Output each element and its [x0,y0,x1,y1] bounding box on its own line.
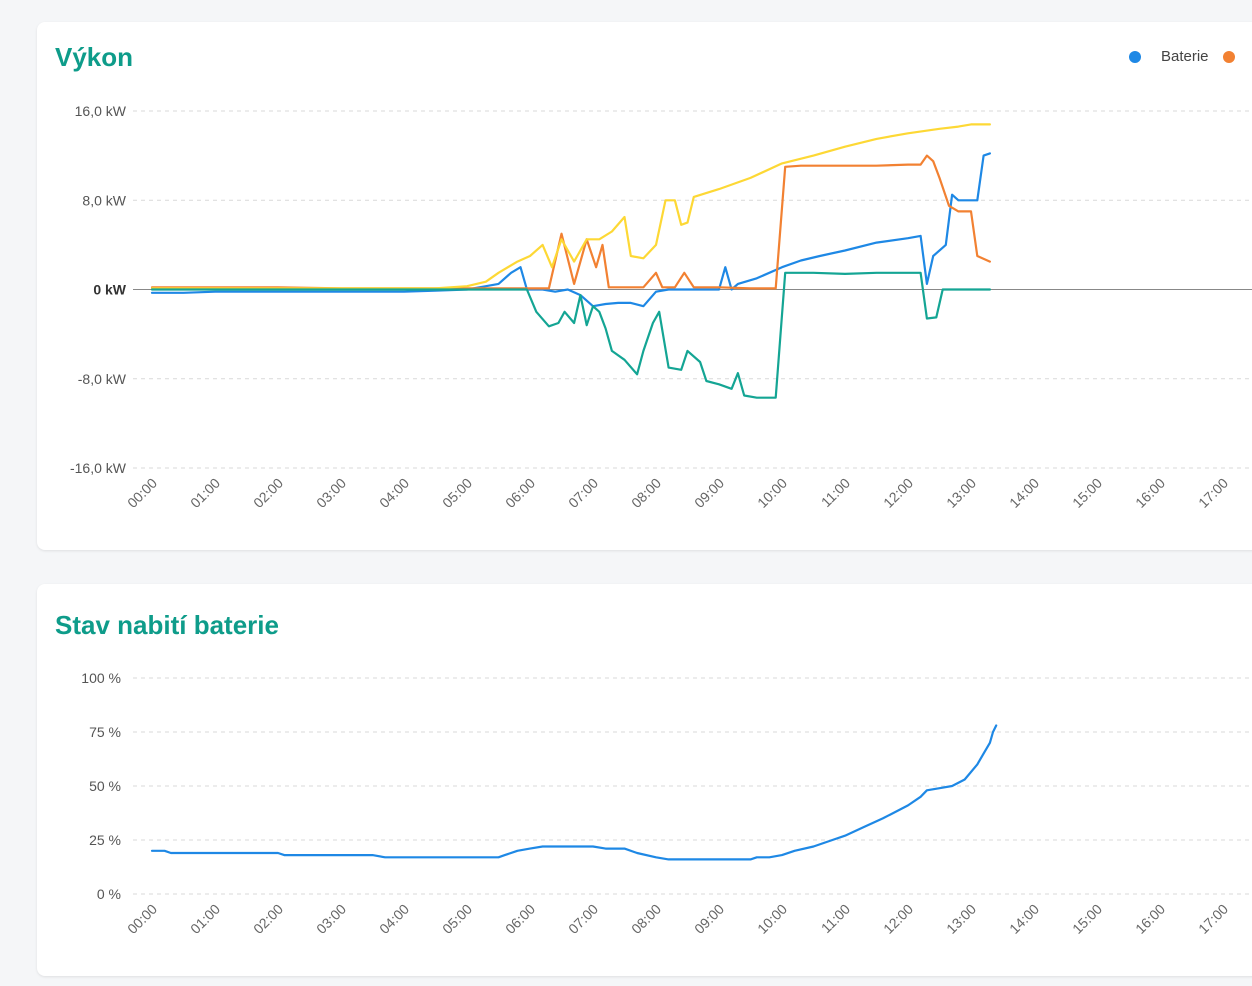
x-tick-label: 09:00 [691,475,727,511]
legend-item-baterie[interactable]: Baterie [1129,48,1209,65]
power-chart-title: Výkon [55,42,134,72]
x-tick-label: 07:00 [565,475,601,511]
y-tick-label: -8,0 kW [78,371,127,387]
y-tick-label: 0 kW [93,282,126,298]
power-card: Výkon Baterie 16,0 kW 8,0 kW 0 kW -8,0 kW -1… [37,22,1252,550]
legend-dot-baterie [1129,50,1141,63]
y-tick-label: 16,0 kW [75,103,127,119]
x-tick-label: 02:00 [250,901,286,937]
legend-dot-series-2 [1222,50,1235,63]
x-tick-label: 08:00 [628,901,664,937]
x-tick-label: 09:00 [691,901,727,937]
legend-item-series-2[interactable] [1222,50,1252,63]
x-tick-label: 12:00 [880,475,916,511]
x-tick-label: 05:00 [439,901,475,937]
series-line-3[interactable] [150,123,991,290]
x-tick-label: 08:00 [628,475,664,511]
y-tick-label: 8,0 kW [82,192,126,208]
x-tick-label: 15:00 [1069,475,1105,511]
y-tick-label: -16,0 kW [70,460,127,476]
y-tick-label: 50 % [89,778,121,794]
series-line-1[interactable] [150,724,998,861]
series-line-4[interactable] [150,271,991,399]
x-tick-label: 00:00 [124,901,160,937]
x-tick-label: 11:00 [818,901,854,937]
series-line-1[interactable] [150,152,991,308]
x-tick-label: 07:00 [565,901,601,937]
y-tick-label: 25 % [89,832,121,848]
x-tick-label: 04:00 [376,475,412,511]
x-tick-label: 01:00 [187,475,223,511]
x-tick-label: 10:00 [754,475,790,511]
y-tick-label: 100 % [81,670,121,686]
x-tick-label: 17:00 [1195,475,1231,511]
x-tick-label: 14:00 [1006,901,1042,937]
x-tick-label: 02:00 [250,475,286,511]
y-tick-label: 0 % [97,886,121,902]
x-tick-label: 03:00 [313,901,349,937]
soc-chart-title: Stav nabití baterie [55,610,279,640]
soc-card: Stav nabití baterie 100 % 75 % 50 % 25 % 0 %… [37,584,1252,976]
x-tick-label: 12:00 [880,901,916,937]
x-tick-label: 03:00 [313,475,349,511]
x-tick-label: 04:00 [376,901,412,937]
x-tick-label: 06:00 [502,475,538,511]
x-tick-label: 10:00 [754,901,790,937]
x-tick-label: 06:00 [502,901,538,937]
y-tick-label: 75 % [89,724,121,740]
x-tick-label: 00:00 [124,475,160,511]
x-tick-label: 13:00 [943,475,979,511]
x-tick-label: 17:00 [1195,901,1231,937]
series-line-2[interactable] [150,154,991,290]
x-tick-label: 16:00 [1132,901,1168,937]
soc-chart: 100 % 75 % 50 % 25 % 0 %00:00 01:00 02:00 03:00… [81,670,1252,937]
x-tick-label: 13:00 [943,901,979,937]
legend-label-baterie: Baterie [1161,48,1209,65]
x-tick-label: 14:00 [1006,475,1042,511]
x-tick-label: 16:00 [1132,475,1168,511]
power-legend: Baterie [1129,48,1252,65]
x-tick-label: 01:00 [187,901,223,937]
x-tick-label: 05:00 [439,475,475,511]
x-tick-label: 15:00 [1069,901,1105,937]
x-tick-label: 11:00 [818,475,854,511]
